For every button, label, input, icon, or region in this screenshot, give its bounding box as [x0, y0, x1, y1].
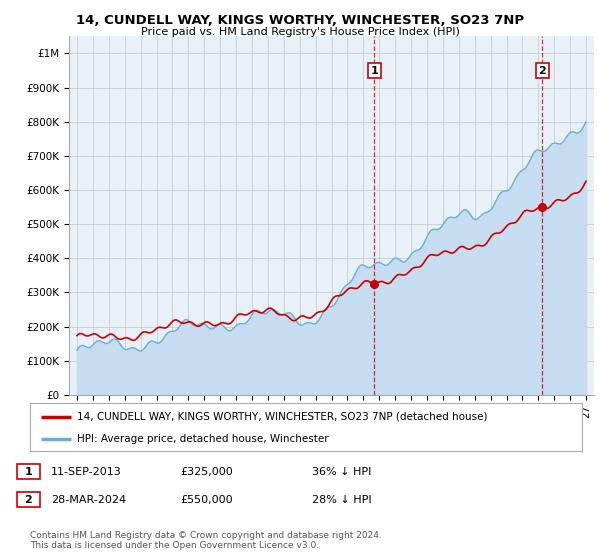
Text: 2: 2	[25, 494, 32, 505]
Text: 1: 1	[25, 466, 32, 477]
Text: Contains HM Land Registry data © Crown copyright and database right 2024.
This d: Contains HM Land Registry data © Crown c…	[30, 531, 382, 550]
Text: Price paid vs. HM Land Registry's House Price Index (HPI): Price paid vs. HM Land Registry's House …	[140, 27, 460, 37]
Text: 14, CUNDELL WAY, KINGS WORTHY, WINCHESTER, SO23 7NP (detached house): 14, CUNDELL WAY, KINGS WORTHY, WINCHESTE…	[77, 412, 487, 422]
Text: 28% ↓ HPI: 28% ↓ HPI	[312, 494, 371, 505]
Text: 36% ↓ HPI: 36% ↓ HPI	[312, 466, 371, 477]
Text: 1: 1	[371, 66, 379, 76]
Text: £325,000: £325,000	[180, 466, 233, 477]
Text: 2: 2	[538, 66, 546, 76]
Text: 28-MAR-2024: 28-MAR-2024	[51, 494, 126, 505]
Text: HPI: Average price, detached house, Winchester: HPI: Average price, detached house, Winc…	[77, 434, 329, 444]
Text: 11-SEP-2013: 11-SEP-2013	[51, 466, 122, 477]
Text: £550,000: £550,000	[180, 494, 233, 505]
Text: 14, CUNDELL WAY, KINGS WORTHY, WINCHESTER, SO23 7NP: 14, CUNDELL WAY, KINGS WORTHY, WINCHESTE…	[76, 14, 524, 27]
